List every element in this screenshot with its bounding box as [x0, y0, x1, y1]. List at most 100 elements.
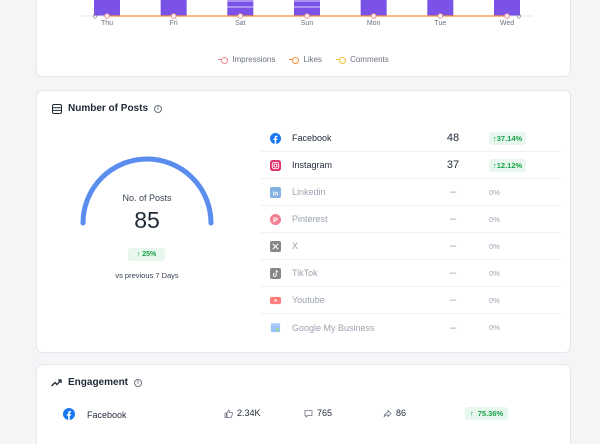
platform-change-value: 0% [489, 187, 500, 197]
posts-card: Number of Posts i No. of Posts 85 ↑ 25% … [36, 90, 571, 353]
comment-icon [304, 409, 313, 418]
platform-change: 0% [489, 188, 500, 197]
platform-name: Google My Business [292, 322, 375, 333]
impressions-point[interactable] [170, 13, 177, 19]
linkedin-icon: in [270, 186, 281, 198]
platform-change: 0% [489, 296, 500, 305]
facebook-icon [63, 408, 75, 422]
activity-chart-card: Thu Fri Sat Sun Mon Tue Wed 0 0 Impressions Like… [36, 0, 571, 77]
gauge-change-badge: ↑ 25% [128, 248, 165, 261]
arrow-up-icon: ↑ [470, 409, 474, 418]
x-icon [270, 240, 281, 252]
x-tick-label: Sun [301, 20, 314, 27]
platform-change: ↑12.12% [489, 158, 527, 172]
engagement-row[interactable]: Facebook 2.34K 765 86 ↑ 75.36% [37, 405, 570, 425]
platform-row-linkedin[interactable]: in Linkedin – 0% [261, 179, 561, 206]
chart-bar[interactable] [160, 0, 187, 16]
chart-bar[interactable] [227, 0, 254, 16]
engagement-change-badge: ↑ 75.36% [465, 407, 509, 420]
posts-gauge [80, 156, 214, 226]
platform-row-youtube[interactable]: Youtube – 0% [261, 287, 561, 314]
impressions-point[interactable] [437, 13, 444, 19]
platform-post-count: – [449, 186, 457, 198]
arrow-up-icon: ↑ [493, 133, 497, 143]
x-tick-label: Tue [434, 20, 446, 27]
chart-bar[interactable] [360, 0, 387, 16]
platform-change: 0% [489, 242, 500, 251]
gauge-label: No. of Posts [122, 193, 172, 203]
engagement-likes-value: 2.34K [237, 408, 261, 418]
platform-name: Linkedin [292, 187, 326, 197]
impressions-point[interactable] [104, 13, 110, 19]
legend-comments-label: Comments [350, 55, 389, 64]
instagram-icon [270, 159, 281, 171]
impressions-point[interactable] [237, 13, 244, 19]
platform-row-instagram[interactable]: Instagram 37 ↑12.12% [261, 152, 561, 179]
platform-name: Youtube [292, 295, 325, 305]
gauge-caption: vs previous 7 Days [115, 271, 179, 280]
legend-comments[interactable]: Comments [336, 55, 389, 64]
x-tick-label: Thu [101, 20, 113, 27]
impressions-legend-marker [218, 56, 229, 64]
platform-post-count: – [449, 213, 457, 225]
engagement-comments: 765 [304, 408, 332, 418]
gauge-value: 85 [134, 207, 160, 233]
tiktok-icon [270, 267, 281, 279]
platform-row-google-my-business[interactable]: Google My Business – 0% [261, 314, 561, 341]
x-tick-label: Wed [500, 20, 514, 27]
platform-post-count: – [449, 294, 457, 306]
engagement-platform: Facebook [63, 408, 127, 422]
engagement-card-title: Engagement [68, 377, 129, 388]
chart-bar[interactable] [294, 0, 320, 16]
engagement-change-value: 75.36% [477, 409, 504, 418]
platform-change-value: 0% [489, 323, 500, 332]
platform-row-tiktok[interactable]: TikTok – 0% [261, 260, 561, 287]
platform-change: 0% [489, 323, 500, 332]
engagement-shares-value: 86 [396, 408, 407, 418]
platform-name: X [292, 241, 299, 251]
impressions-point[interactable] [304, 13, 310, 19]
platform-change: ↑37.14% [489, 131, 527, 145]
thumbs-up-icon [224, 409, 233, 418]
platform-change-value: 0% [489, 214, 500, 224]
platform-name: TikTok [292, 268, 318, 278]
platform-post-count: 37 [446, 159, 460, 171]
platform-row-x[interactable]: X – 0% [261, 233, 561, 260]
chart-bar[interactable] [494, 0, 520, 16]
facebook-icon [270, 132, 281, 144]
platform-change: 0% [489, 269, 500, 278]
engagement-shares: 86 [383, 408, 406, 418]
legend-impressions[interactable]: Impressions [218, 55, 275, 64]
legend-likes-label: Likes [303, 55, 323, 64]
engagement-platform-name: Facebook [87, 410, 127, 420]
platform-post-count: – [449, 267, 457, 279]
platform-name: Instagram [292, 160, 333, 170]
database-icon [51, 103, 62, 114]
platform-change-value: 37.14% [496, 133, 523, 143]
platform-change-value: 12.12% [496, 160, 523, 170]
comments-legend-marker [336, 56, 347, 64]
posts-card-header: Number of Posts i [51, 103, 163, 114]
svg-text:in: in [273, 190, 279, 197]
legend-likes[interactable]: Likes [289, 55, 322, 64]
svg-text:P: P [273, 215, 278, 224]
y-right-tick-label: 0 [517, 14, 521, 21]
pinterest-icon: P [270, 213, 281, 225]
chart-legend: Impressions Likes Comments [37, 55, 570, 64]
x-tick-label: Mon [367, 20, 381, 27]
arrow-up-icon: ↑ [493, 160, 497, 170]
impressions-point[interactable] [370, 13, 377, 19]
info-icon[interactable]: i [154, 104, 163, 113]
engagement-card-header: Engagement i [51, 377, 143, 388]
arrow-up-icon: ↑ [136, 251, 141, 258]
platform-row-facebook[interactable]: Facebook 48 ↑37.14% [261, 125, 561, 152]
platform-post-count: – [449, 240, 457, 252]
platform-row-pinterest[interactable]: P Pinterest – 0% [261, 206, 561, 233]
gauge-change-value: 25% [142, 251, 157, 258]
info-icon[interactable]: i [134, 378, 143, 387]
youtube-icon [270, 295, 281, 306]
chart-bar[interactable] [427, 0, 454, 16]
chart-bar[interactable] [94, 0, 120, 16]
impressions-point[interactable] [504, 13, 510, 19]
